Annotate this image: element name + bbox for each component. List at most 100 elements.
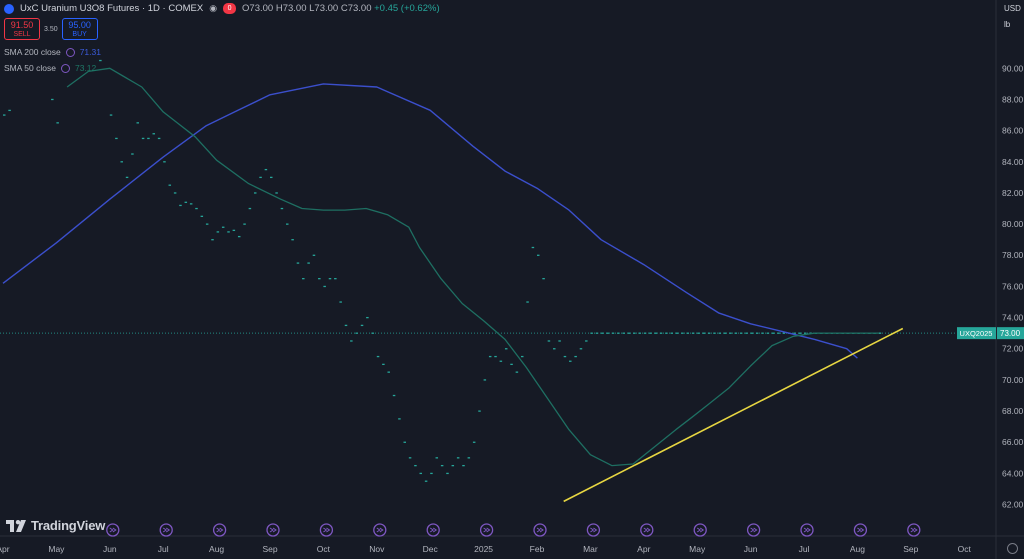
price-tick-label: 90.00: [1002, 63, 1024, 73]
ohlc-low: L73.00: [309, 3, 339, 14]
price-dot: [456, 457, 460, 459]
price-dot: [579, 348, 583, 350]
sma200-settings-icon[interactable]: [65, 47, 75, 57]
event-marker-icon[interactable]: [693, 523, 707, 537]
price-dot: [462, 464, 465, 467]
price-dot: [798, 332, 802, 334]
unit-label[interactable]: lb: [1004, 20, 1011, 29]
price-dot: [563, 355, 567, 358]
time-tick-label: Apr: [0, 544, 10, 554]
event-marker-icon[interactable]: [800, 523, 814, 537]
price-dot: [253, 192, 257, 194]
visibility-eye-icon[interactable]: ◉: [209, 3, 218, 13]
sell-button[interactable]: 91.50 SELL: [4, 18, 40, 40]
price-dot: [157, 137, 161, 140]
price-dot: [334, 278, 337, 280]
price-dot: [451, 464, 455, 467]
sma50-settings-icon[interactable]: [60, 63, 70, 73]
event-marker-icon[interactable]: [426, 523, 440, 537]
buy-button[interactable]: 95.00 BUY: [61, 18, 98, 40]
sma50-label: SMA 50 close: [4, 63, 56, 73]
event-marker-icon[interactable]: [907, 523, 921, 537]
price-dot: [440, 464, 444, 467]
price-dot: [659, 332, 663, 334]
price-dot: [633, 332, 636, 334]
chart-settings-gear-icon[interactable]: [1007, 543, 1018, 554]
price-dot: [189, 203, 193, 205]
trendline[interactable]: [563, 327, 904, 503]
price-dot: [574, 355, 577, 358]
price-dot: [382, 363, 385, 366]
event-marker-icon[interactable]: [479, 523, 494, 537]
price-dot: [804, 332, 807, 334]
price-dot: [302, 278, 305, 280]
price-dot: [627, 332, 631, 334]
time-tick-label: Feb: [530, 544, 545, 554]
event-marker-arrow: [643, 527, 651, 533]
price-tick-label: 74.00: [1002, 313, 1024, 323]
sma200-label: SMA 200 close: [4, 47, 61, 57]
time-tick-label: Sep: [262, 544, 277, 554]
price-dot: [723, 332, 727, 334]
event-marker-icon[interactable]: [853, 523, 868, 537]
price-dot: [435, 457, 439, 459]
event-marker-icon[interactable]: [319, 523, 334, 537]
price-dot: [270, 176, 273, 179]
price-dot: [243, 223, 246, 225]
price-axis-settings[interactable]: USD lb: [1004, 1, 1021, 33]
event-marker-icon[interactable]: [212, 523, 227, 537]
event-marker-icon[interactable]: [266, 523, 280, 537]
alert-count-badge[interactable]: 0: [223, 3, 237, 14]
price-dot: [51, 98, 54, 101]
event-marker-icon[interactable]: [586, 523, 601, 537]
symbol-title[interactable]: UxC Uranium U3O8 Futures · 1D · COMEX: [20, 3, 204, 14]
trade-panel: 91.50 SELL 3.50 95.00 BUY: [4, 18, 98, 40]
price-dot: [782, 332, 786, 334]
sma50-line[interactable]: [66, 67, 879, 467]
current-price-tag: [997, 327, 1024, 340]
price-tick-label: 88.00: [1002, 94, 1024, 104]
price-dot: [109, 114, 113, 116]
time-tick-label: Nov: [369, 544, 385, 554]
price-dot: [553, 348, 556, 350]
brand-name: TradingView: [31, 518, 106, 533]
price-dot: [670, 332, 673, 334]
price-dot: [131, 153, 134, 155]
price-dot: [771, 332, 775, 334]
event-marker-arrow: [857, 527, 865, 533]
price-dot: [366, 316, 369, 319]
price-dot: [478, 410, 481, 412]
price-dot: [184, 201, 188, 203]
indicator-sma200[interactable]: SMA 200 close 71.31: [4, 47, 101, 57]
event-marker-arrow: [216, 527, 224, 533]
price-dot: [99, 59, 102, 62]
price-dot: [638, 332, 641, 334]
price-dot: [147, 137, 150, 140]
price-dot: [542, 278, 545, 280]
price-dot: [793, 332, 796, 334]
event-marker-icon[interactable]: [746, 523, 761, 537]
indicator-sma50[interactable]: SMA 50 close 73.12: [4, 63, 96, 73]
price-dot: [232, 229, 236, 232]
tradingview-logo-icon: [6, 519, 26, 532]
currency-label[interactable]: USD: [1004, 4, 1021, 13]
event-marker-arrow: [483, 527, 491, 533]
time-tick-label: Jul: [158, 544, 169, 554]
price-dot: [675, 332, 679, 334]
event-marker-arrow: [429, 527, 438, 533]
price-dot: [488, 355, 492, 358]
event-marker-icon[interactable]: [533, 523, 547, 537]
event-marker-icon[interactable]: [640, 523, 654, 537]
event-marker-icon[interactable]: [106, 523, 120, 537]
event-marker-icon[interactable]: [373, 523, 387, 537]
buy-price: 95.00: [68, 20, 91, 30]
price-dot: [200, 215, 204, 217]
price-dot: [376, 355, 380, 358]
price-dot: [504, 348, 508, 350]
time-tick-label: Oct: [958, 544, 972, 554]
event-marker-icon[interactable]: [159, 523, 173, 537]
sma200-line[interactable]: [2, 83, 858, 359]
price-dot: [3, 114, 6, 116]
